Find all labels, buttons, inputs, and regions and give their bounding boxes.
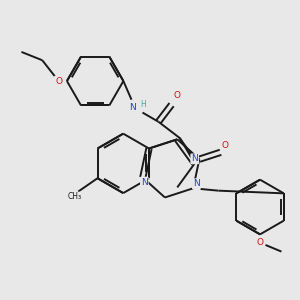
- Text: H: H: [140, 100, 146, 109]
- Text: N: N: [193, 179, 200, 188]
- Text: N: N: [191, 154, 198, 164]
- Text: CH₃: CH₃: [68, 193, 82, 202]
- Text: N: N: [130, 103, 136, 112]
- Text: N: N: [193, 179, 200, 188]
- Text: N: N: [191, 154, 198, 164]
- Text: N: N: [141, 178, 148, 187]
- Text: O: O: [256, 238, 263, 247]
- Text: N: N: [141, 178, 148, 187]
- Text: O: O: [221, 141, 228, 150]
- Text: O: O: [256, 238, 263, 247]
- Text: O: O: [55, 76, 62, 85]
- Text: H: H: [140, 100, 146, 109]
- Text: CH₃: CH₃: [68, 193, 82, 202]
- Text: O: O: [174, 91, 181, 100]
- Text: N: N: [130, 103, 136, 112]
- Text: O: O: [55, 76, 62, 85]
- Text: O: O: [174, 91, 181, 100]
- Text: O: O: [221, 141, 228, 150]
